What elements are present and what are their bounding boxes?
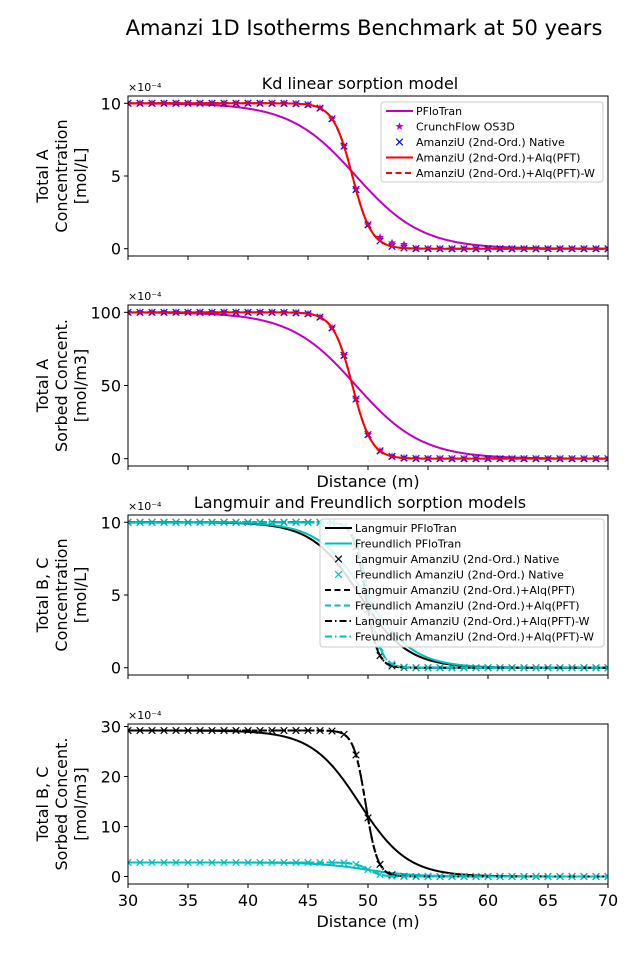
legend-box (380, 101, 604, 183)
legend-entry: PFloTran (416, 105, 462, 118)
y-axis-label: Total B, CConcentration[mol/L] (33, 538, 90, 651)
axes-frame (127, 304, 609, 467)
marker-4-3 (292, 726, 300, 735)
subplot-3: 0 5 10 ×10⁻⁴ Langmuir and Freundlich sorptio… (33, 493, 609, 679)
legend-entry: Langmuir AmanziU (2nd-Ord.) Native (355, 553, 560, 566)
y-tick-label: 50 (101, 377, 121, 396)
axis-exponent-label: ×10⁻⁴ (128, 500, 162, 513)
marker-1-2 (376, 233, 384, 241)
series-line-4-8 (128, 861, 608, 878)
marker-4-4 (424, 872, 432, 881)
axis-exponent-label: ×10⁻⁴ (128, 290, 162, 303)
x-tick-label: 65 (538, 891, 558, 910)
series-line-4-6 (128, 861, 608, 878)
legend-entry: AmanziU (2nd-Ord.) Native (416, 136, 565, 149)
y-tick-label: 0 (111, 240, 121, 259)
legend-handle (334, 570, 343, 579)
axes-frame (127, 723, 609, 885)
x-tick-label: 45 (298, 891, 318, 910)
y-tick-label: 10 (101, 94, 121, 113)
y-tick-label: 10 (101, 818, 121, 837)
x-tick-label: 35 (178, 891, 198, 910)
y-tick-label: 0 (111, 659, 121, 678)
marker-2-3 (604, 454, 608, 463)
figure-suptitle: Amanzi 1D Isotherms Benchmark at 50 year… (126, 16, 603, 40)
x-tick-label: 30 (118, 891, 138, 910)
y-axis-label: Total B, CSorbed Concent.[mol/m3] (33, 737, 90, 870)
plot-area (128, 99, 608, 253)
marker-3-4 (604, 664, 608, 672)
legend-entry: Freundlich PFloTran (355, 538, 461, 551)
y-tick-label: 100 (90, 303, 121, 322)
legend-entry: Freundlich AmanziU (2nd-Ord.)+Alq(PFT)-W (355, 631, 594, 644)
legend-entry: Langmuir AmanziU (2nd-Ord.)+Alq(PFT) (355, 584, 575, 597)
marker-4-4 (376, 870, 384, 879)
subplot-4: 30 35 40 45 50 55 60 65 70 0 10 20 30 ×10⁻⁴ Distance (… (33, 709, 618, 931)
series-line-1-5 (128, 102, 608, 250)
legend-entry: CrunchFlow OS3D (416, 121, 515, 134)
y-tick-label: 10 (101, 513, 121, 532)
marker-4-4 (340, 859, 348, 867)
legend-handle (395, 122, 404, 130)
marker-3-4 (292, 518, 300, 526)
subplot-1: 0 5 10 ×10⁻⁴ Kd linear sorption model Total A… (33, 74, 609, 260)
x-axis-label: Distance (m) (316, 472, 419, 491)
marker-1-3 (128, 99, 132, 107)
axis-exponent-label: ×10⁻⁴ (128, 81, 162, 94)
subplot-2: 0 50 100 ×10⁻⁴ Distance (m) Total ASorbed Con… (33, 290, 609, 491)
marker-1-3 (604, 245, 608, 253)
legend: PFloTran CrunchFlow OS3D AmanziU (2nd-Ord.… (380, 101, 604, 183)
y-tick-label: 30 (101, 718, 121, 737)
series-line-4-1 (128, 729, 608, 878)
y-tick-label: 0 (111, 450, 121, 469)
legend-entry: Langmuir PFloTran (355, 522, 457, 535)
series-line-4-7 (128, 729, 608, 878)
marker-2-3 (128, 308, 132, 317)
marker-1-2 (388, 238, 396, 247)
x-tick-label: 55 (418, 891, 438, 910)
series-line-2-5 (128, 311, 608, 460)
y-tick-label: 20 (101, 768, 121, 787)
y-tick-label: 5 (111, 167, 121, 186)
marker-4-4 (604, 872, 608, 881)
marker-1-2 (400, 240, 408, 248)
legend-entry: Freundlich AmanziU (2nd-Ord.) Native (355, 569, 564, 582)
x-tick-label: 50 (358, 891, 378, 910)
legend: Langmuir PFloTran Freundlich PFloTran Lang… (319, 518, 605, 648)
marker-4-3 (128, 726, 132, 735)
legend-entry: Freundlich AmanziU (2nd-Ord.)+Alq(PFT) (355, 600, 580, 613)
legend-handle (395, 138, 404, 146)
marker-3-4 (128, 518, 132, 526)
plot-area (128, 308, 608, 463)
legend-entry: Langmuir AmanziU (2nd-Ord.)+Alq(PFT)-W (355, 615, 590, 628)
x-tick-label: 70 (598, 891, 618, 910)
subplot-title: Kd linear sorption model (262, 74, 459, 93)
legend-box (319, 518, 605, 648)
marker-4-4 (128, 858, 132, 867)
legend-entry: AmanziU (2nd-Ord.)+Alq(PFT) (416, 152, 580, 165)
x-tick-label: 60 (478, 891, 498, 910)
legend-handle (334, 555, 343, 563)
y-axis-label: Total ASorbed Concent.[mol/m3] (33, 319, 90, 452)
y-tick-label: 0 (111, 868, 121, 887)
y-tick-label: 5 (111, 586, 121, 605)
series-line-3-6 (128, 521, 608, 669)
marker-4-4 (292, 858, 300, 867)
axis-exponent-label: ×10⁻⁴ (128, 709, 162, 722)
y-axis-label: Total AConcentration[mol/L] (33, 119, 90, 232)
x-axis-label: Distance (m) (316, 912, 419, 931)
plot-area (128, 726, 608, 881)
x-tick-label: 40 (238, 891, 258, 910)
series-line-4-5 (128, 729, 608, 878)
subplot-title: Langmuir and Freundlich sorption models (194, 493, 526, 512)
legend-entry: AmanziU (2nd-Ord.)+Alq(PFT)-W (416, 167, 595, 180)
